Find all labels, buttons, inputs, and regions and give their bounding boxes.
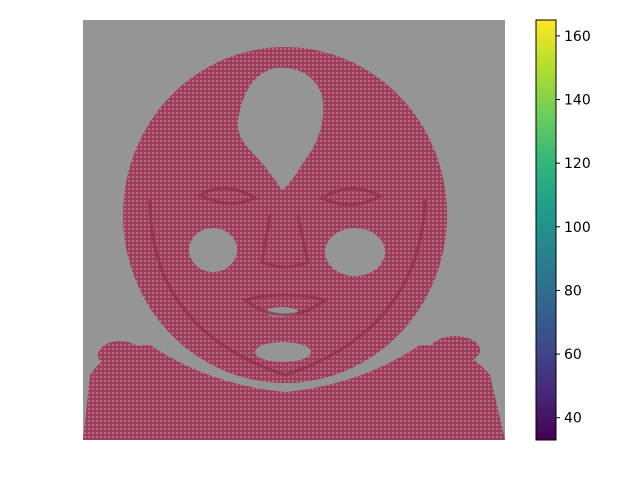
right-eye (318, 186, 384, 206)
colorbar-tick-label: 120 (564, 156, 591, 172)
colorbar-tick-label: 140 (564, 93, 591, 109)
right-cheek-highlight (325, 228, 385, 276)
colorbar-gradient (536, 20, 556, 440)
face-outline (148, 199, 427, 377)
highlight-holes (189, 67, 385, 362)
colorbar-tick-label: 80 (564, 283, 582, 299)
forehead-highlight (237, 67, 324, 190)
nose (260, 214, 310, 269)
colorbar-tick-label: 40 (564, 411, 582, 427)
facial-features (148, 186, 427, 377)
left-eye (196, 186, 259, 205)
colorbar-frame (535, 19, 557, 441)
left-cheek-highlight (189, 228, 237, 272)
chin-highlight (255, 342, 311, 362)
left-collar (98, 341, 142, 369)
head-region (123, 47, 447, 383)
right-collar (430, 336, 480, 364)
face-pixels (83, 47, 505, 440)
colorbar-tick-label: 160 (564, 29, 591, 45)
colorbar-tick-label: 100 (564, 220, 591, 236)
torso-region (83, 345, 505, 440)
colorbar-tick-label: 60 (564, 347, 582, 363)
colorbar-ticks: 40 60 80 100 120 140 160 (556, 29, 591, 427)
heatmap-image (83, 20, 505, 440)
colorbar: 40 60 80 100 120 140 160 (535, 19, 591, 441)
mouth (241, 293, 329, 317)
